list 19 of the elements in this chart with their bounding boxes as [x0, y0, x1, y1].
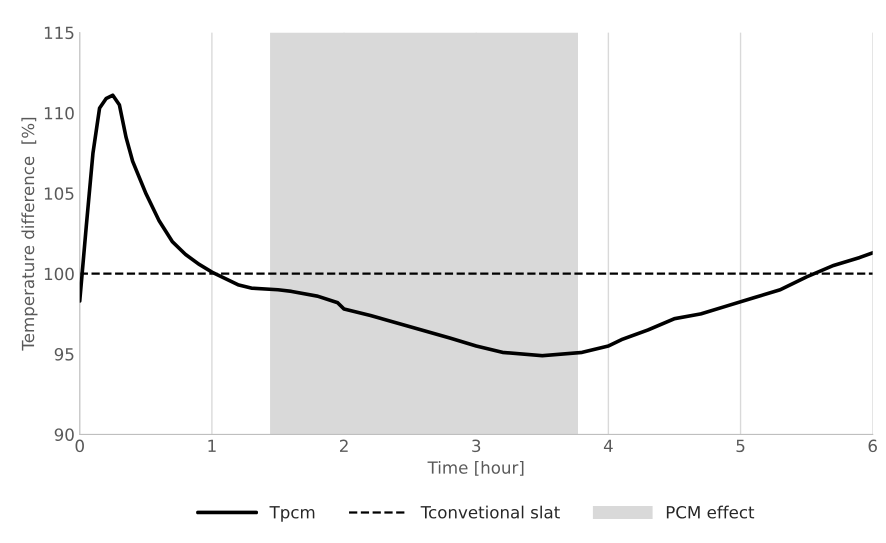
- y-tick-label: 110: [44, 106, 74, 120]
- x-tick-label: 0: [76, 440, 84, 452]
- y-tick-label: 100: [44, 268, 74, 280]
- x-tick-label: 2: [340, 440, 348, 452]
- y-tick-label: 90: [54, 428, 74, 441]
- x-tick-label: 4: [604, 440, 613, 452]
- y-tick-label: 105: [44, 187, 74, 200]
- x-tick-label: 1: [208, 440, 216, 452]
- legend-label: Tpcm: [270, 506, 314, 522]
- y-tick-label: 115: [44, 26, 74, 40]
- legend-label: PCM effect: [666, 506, 754, 519]
- y-tick-label: 95: [54, 348, 74, 361]
- x-axis-title: Time [hour]: [428, 460, 524, 476]
- x-tick-label: 3: [472, 440, 480, 452]
- legend-label: Tconvetional slat: [420, 506, 560, 519]
- x-tick-label: 5: [736, 440, 744, 452]
- x-tick-label: 6: [868, 440, 877, 452]
- line-series: [80, 93, 873, 358]
- y-axis-title: Temperature difference [%]: [21, 118, 38, 351]
